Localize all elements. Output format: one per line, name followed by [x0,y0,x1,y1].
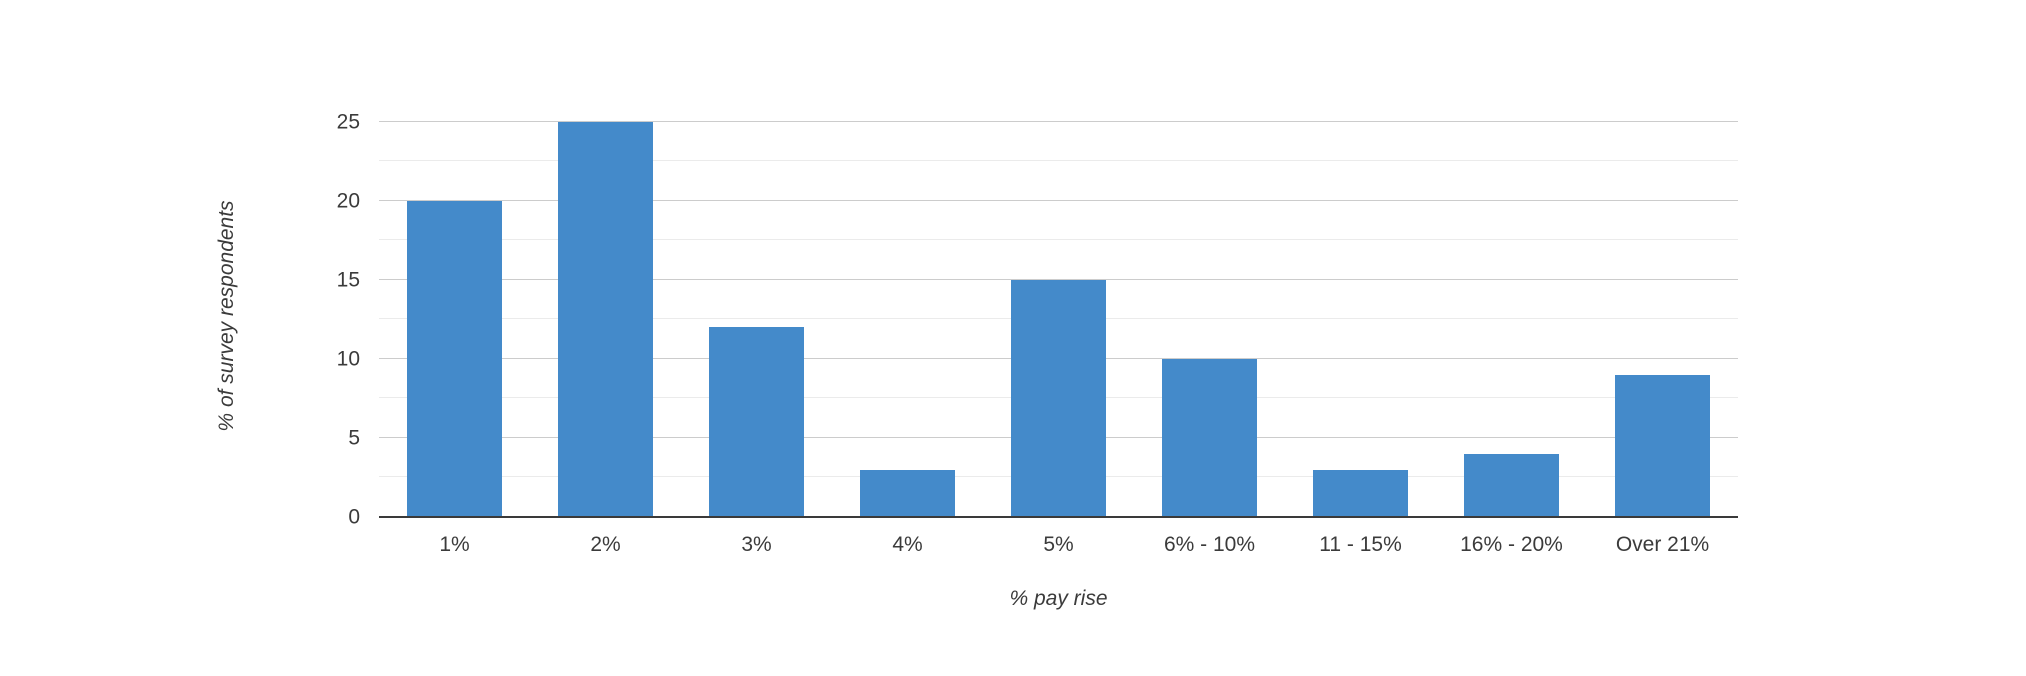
bar-slot [1587,82,1738,517]
x-axis-line [379,516,1738,518]
bar-slot [983,82,1134,517]
bar-2% [557,121,654,517]
bar-slot [832,82,983,517]
x-tick-label: 16% - 20% [1460,533,1563,556]
bar-1% [406,200,503,517]
x-tick-label: 6% - 10% [1163,533,1256,556]
bar-3% [708,327,805,517]
y-axis-tick-labels: 0 5 10 15 20 25 [0,82,360,527]
bar-5% [1010,279,1107,517]
y-tick-label: 25 [336,110,360,134]
bar-Over 21% [1614,374,1711,517]
bar-series [379,82,1738,517]
plot-area [379,82,1738,518]
bar-16% - 20% [1463,453,1560,517]
bar-slot [1134,82,1285,517]
x-tick-label: 5% [1043,533,1074,556]
y-tick-label: 5 [348,426,360,450]
x-tick-label: Over 21% [1615,533,1710,556]
bar-slot [681,82,832,517]
bar-4% [859,469,956,517]
minor-gridline [379,239,1738,241]
major-gridline [379,199,1738,201]
bar-slot [379,82,530,517]
x-tick-label: 3% [741,533,772,556]
x-tick-label: 1% [439,533,470,556]
x-tick-label: 2% [590,533,621,556]
y-tick-label: 10 [336,347,360,371]
bar-slot [1285,82,1436,517]
major-gridline [379,120,1738,122]
bar-slot [530,82,681,517]
minor-gridline [379,160,1738,162]
major-gridline [379,278,1738,280]
y-tick-label: 15 [336,268,360,292]
x-axis-tick-labels: 1% 2% 3% 4% 5% 6% - 10% 11 - 15% 16% - 20% Over … [379,517,1738,555]
y-tick-label: 0 [348,505,360,529]
y-tick-label: 20 [336,189,360,213]
bar-slot [1436,82,1587,517]
bar-6% - 10% [1161,358,1258,517]
x-axis-title: % pay rise [1009,587,1108,610]
bar-11 - 15% [1312,469,1409,517]
x-tick-label: 4% [892,533,923,556]
x-tick-label: 11 - 15% [1319,533,1402,556]
